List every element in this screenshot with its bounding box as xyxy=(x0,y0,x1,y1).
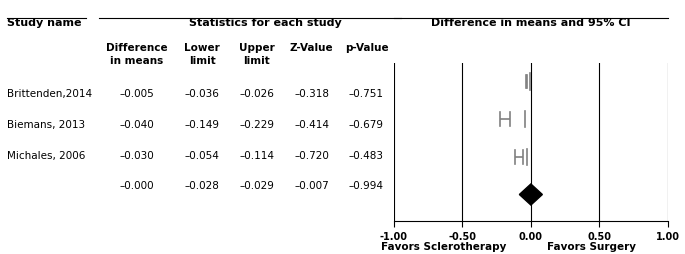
Text: Statistics for each study: Statistics for each study xyxy=(189,18,342,28)
Text: Favors Surgery: Favors Surgery xyxy=(547,242,636,251)
Text: Upper
limit: Upper limit xyxy=(239,43,275,66)
Text: Brittenden,2014: Brittenden,2014 xyxy=(7,89,92,99)
Text: Difference
in means: Difference in means xyxy=(106,43,168,66)
Text: –0.054: –0.054 xyxy=(185,150,219,160)
Text: –0.028: –0.028 xyxy=(185,180,219,190)
Text: –0.026: –0.026 xyxy=(240,89,274,99)
Text: –0.994: –0.994 xyxy=(349,180,384,190)
Text: –0.149: –0.149 xyxy=(184,119,220,130)
Text: Favors Sclerotherapy: Favors Sclerotherapy xyxy=(380,242,506,251)
Text: Study name: Study name xyxy=(7,18,82,28)
Polygon shape xyxy=(519,184,543,205)
Text: –0.414: –0.414 xyxy=(294,119,329,130)
Text: –0.229: –0.229 xyxy=(239,119,275,130)
Text: –0.720: –0.720 xyxy=(295,150,329,160)
Text: Z-Value: Z-Value xyxy=(290,43,334,53)
Text: –0.007: –0.007 xyxy=(295,180,329,190)
Text: –0.040: –0.040 xyxy=(120,119,154,130)
Text: –0.483: –0.483 xyxy=(349,150,384,160)
Text: Michales, 2006: Michales, 2006 xyxy=(7,150,85,160)
Text: Biemans, 2013: Biemans, 2013 xyxy=(7,119,85,130)
Text: –0.114: –0.114 xyxy=(239,150,275,160)
Text: –0.029: –0.029 xyxy=(240,180,274,190)
Text: –0.679: –0.679 xyxy=(349,119,384,130)
Text: –0.751: –0.751 xyxy=(349,89,384,99)
Text: Difference in means and 95% CI: Difference in means and 95% CI xyxy=(431,18,631,28)
Text: –0.000: –0.000 xyxy=(120,180,154,190)
Text: –0.030: –0.030 xyxy=(120,150,154,160)
Text: p-Value: p-Value xyxy=(345,43,388,53)
Text: Lower
limit: Lower limit xyxy=(184,43,220,66)
Text: –0.005: –0.005 xyxy=(120,89,154,99)
Text: –0.036: –0.036 xyxy=(185,89,219,99)
Text: –0.318: –0.318 xyxy=(294,89,329,99)
